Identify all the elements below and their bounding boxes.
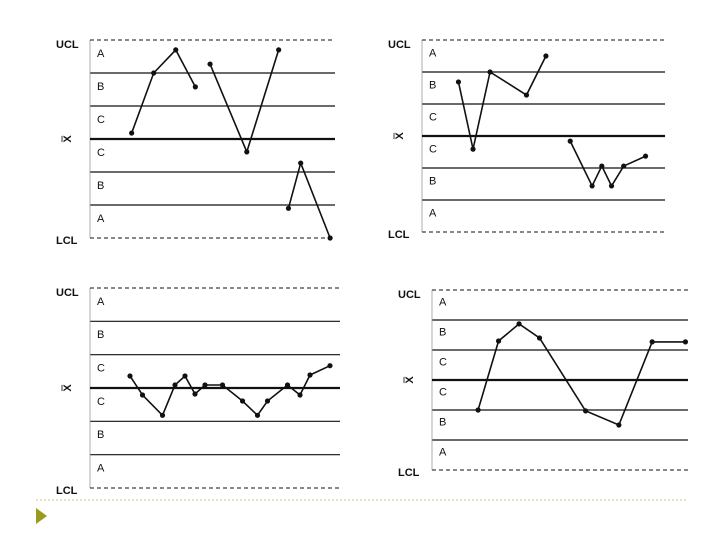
data-point bbox=[455, 79, 462, 85]
data-point bbox=[254, 412, 261, 418]
y-tick-label: UCL bbox=[56, 39, 79, 51]
data-point bbox=[276, 47, 282, 53]
data-point bbox=[284, 382, 291, 388]
data-point bbox=[649, 339, 655, 345]
zone-label: B bbox=[439, 417, 446, 429]
y-tick-label: LCL bbox=[56, 235, 78, 247]
zone-label: B bbox=[97, 329, 104, 341]
data-point bbox=[173, 47, 179, 53]
data-point bbox=[621, 163, 627, 169]
control-chart: A B C C B A UCL X̿ LCL bbox=[56, 287, 340, 497]
zone-label: A bbox=[97, 296, 105, 308]
zone-label: A bbox=[439, 297, 447, 309]
y-tick-label: UCL bbox=[398, 289, 421, 301]
data-point bbox=[297, 392, 303, 398]
data-point bbox=[487, 69, 493, 75]
y-tick-label: UCL bbox=[388, 39, 411, 51]
zone-label: A bbox=[97, 463, 105, 475]
zone-label: B bbox=[429, 79, 436, 91]
zone-label: A bbox=[429, 207, 437, 219]
zone-label: B bbox=[439, 327, 446, 339]
data-point bbox=[159, 412, 166, 418]
data-point bbox=[543, 53, 549, 59]
y-tick-label: LCL bbox=[56, 485, 78, 497]
zone-label: C bbox=[429, 143, 437, 155]
data-point bbox=[608, 183, 615, 189]
data-point bbox=[207, 61, 213, 67]
zone-label: C bbox=[97, 147, 105, 159]
y-tick-label: X̿ bbox=[393, 132, 406, 140]
data-point bbox=[583, 408, 589, 414]
bullet bbox=[36, 508, 47, 524]
series-line bbox=[130, 48, 331, 239]
zone-label: A bbox=[97, 213, 105, 225]
zone-label: B bbox=[429, 175, 436, 187]
data-point bbox=[516, 321, 522, 327]
data-point bbox=[567, 138, 573, 144]
data-point bbox=[192, 391, 198, 397]
y-tick-label: LCL bbox=[398, 467, 420, 479]
data-point bbox=[244, 149, 250, 155]
data-point bbox=[202, 382, 208, 388]
control-chart: A B C C B A UCL X̿ LCL bbox=[388, 39, 665, 241]
data-point bbox=[239, 398, 246, 404]
y-tick-label: X̿ bbox=[61, 384, 74, 392]
data-point bbox=[327, 235, 333, 241]
zone-label: C bbox=[97, 114, 105, 126]
data-point bbox=[264, 398, 271, 404]
zone-label: B bbox=[97, 429, 104, 441]
data-point bbox=[129, 130, 135, 136]
data-point bbox=[589, 183, 595, 189]
zone-label: C bbox=[439, 387, 447, 399]
data-point bbox=[298, 160, 304, 166]
data-point bbox=[139, 392, 146, 398]
y-tick-label: UCL bbox=[56, 287, 79, 299]
data-point bbox=[285, 205, 292, 211]
data-point bbox=[192, 84, 198, 90]
data-point bbox=[523, 92, 530, 98]
zone-label: C bbox=[439, 357, 447, 369]
data-point bbox=[127, 373, 133, 379]
data-point bbox=[172, 382, 178, 388]
data-point bbox=[327, 363, 333, 369]
data-point bbox=[307, 372, 313, 378]
zone-label: C bbox=[429, 111, 437, 123]
data-point bbox=[536, 335, 543, 341]
y-tick-label: X̿ bbox=[61, 135, 74, 143]
zone-label: C bbox=[97, 363, 105, 375]
zone-label: B bbox=[97, 81, 104, 93]
data-point bbox=[495, 338, 502, 344]
series-line bbox=[457, 55, 646, 188]
y-tick-label: X̿ bbox=[403, 376, 416, 384]
data-point bbox=[642, 153, 649, 159]
control-chart: A B C C B A UCL X̿ LCL bbox=[56, 39, 335, 247]
series-line bbox=[129, 364, 331, 417]
zone-label: A bbox=[429, 47, 437, 59]
series-line bbox=[477, 322, 686, 427]
control-chart: A B C C B A UCL X̿ LCL bbox=[398, 289, 689, 479]
zone-label: A bbox=[439, 447, 447, 459]
data-point bbox=[599, 163, 605, 169]
zone-label: A bbox=[97, 48, 105, 60]
data-point bbox=[616, 422, 622, 428]
data-point bbox=[219, 382, 226, 388]
data-point bbox=[151, 70, 157, 76]
zone-label: C bbox=[97, 396, 105, 408]
data-point bbox=[682, 339, 689, 345]
data-point bbox=[475, 407, 481, 413]
y-tick-label: LCL bbox=[388, 229, 410, 241]
data-point bbox=[470, 146, 476, 152]
zone-label: B bbox=[97, 180, 104, 192]
data-point bbox=[182, 373, 188, 379]
